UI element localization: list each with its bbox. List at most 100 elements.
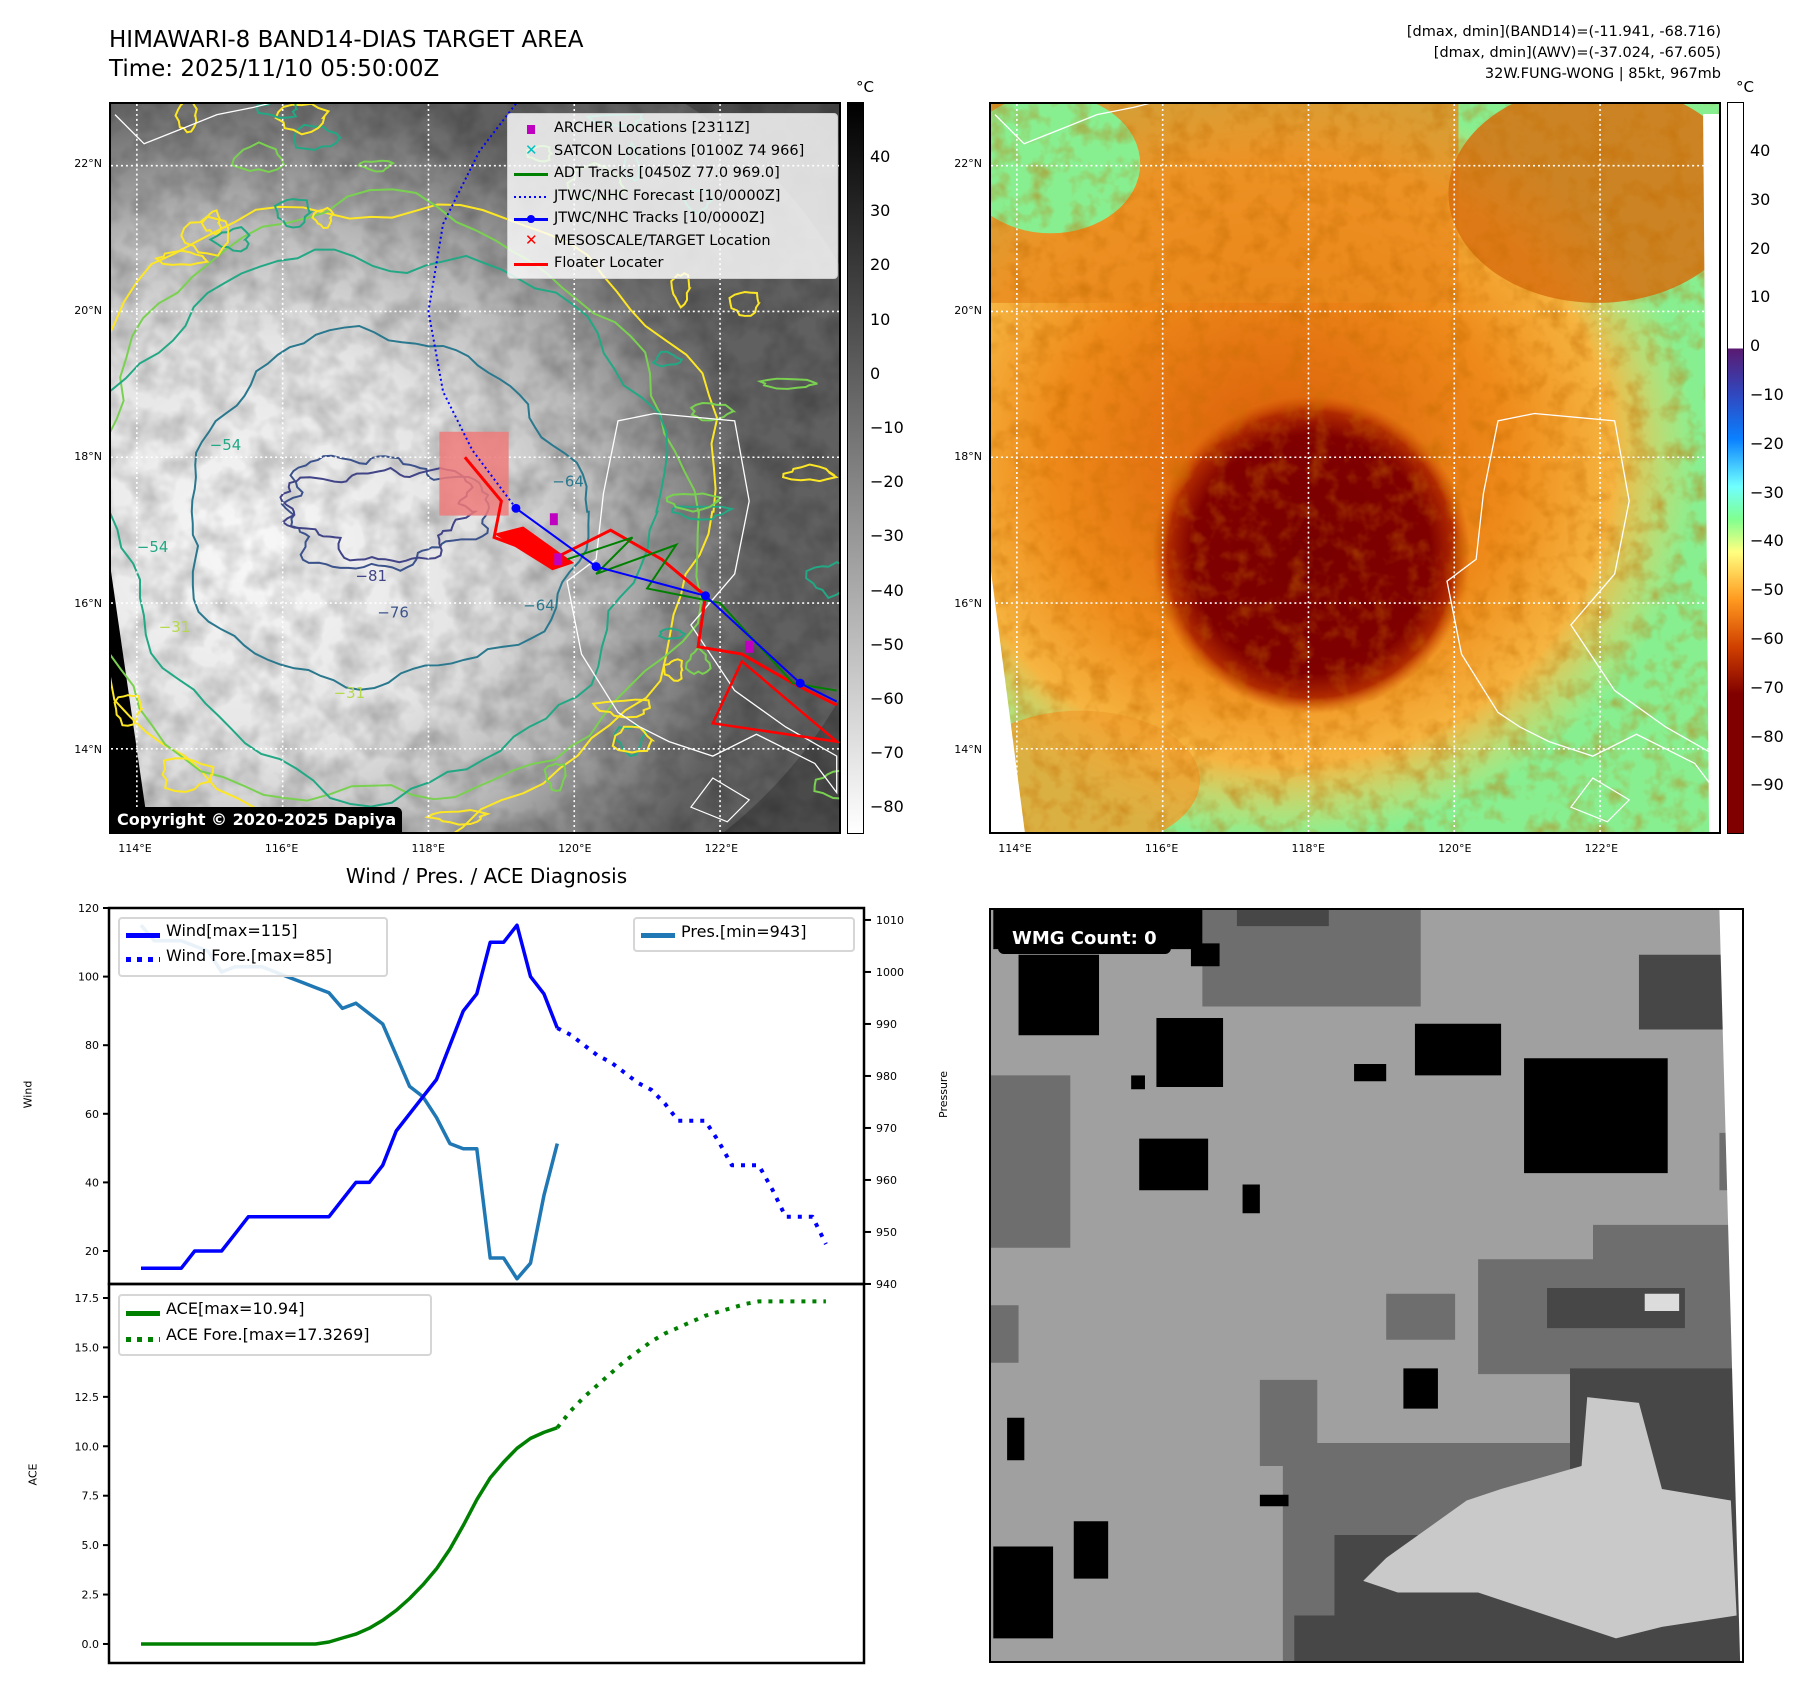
map-legend-label: JTWC/NHC Tracks [10/0000Z]: [554, 210, 765, 226]
archer-location-marker: [549, 513, 558, 526]
contour-label: −31: [159, 618, 190, 636]
contour-cell: [782, 463, 839, 483]
lon-tick-label: 120°E: [558, 842, 592, 855]
chart-title: Wind / Pres. / ACE Diagnosis: [345, 864, 628, 888]
band14-range-text: [dmax, dmin](BAND14)=(-11.941, -68.716): [1406, 24, 1721, 40]
wmg-medium-cell: [1259, 1379, 1318, 1467]
awv-colorbar-tick: 20: [1750, 238, 1771, 258]
ace-tick-label: 15.0: [75, 1341, 100, 1354]
wmg-black-cell: [1156, 1018, 1224, 1087]
map-legend-label: Floater Locater: [554, 255, 664, 271]
wmg-panel: WMG Count: 0: [989, 908, 1744, 1663]
ir-colorbar-tick: −20: [870, 472, 904, 492]
awv-range-text: [dmax, dmin](AWV)=(-37.024, -67.605): [1433, 45, 1721, 61]
map-legend-label: ARCHER Locations [2311Z]: [554, 120, 750, 136]
contour-cell: [208, 226, 251, 253]
no-data-region: [991, 571, 1025, 832]
chart-plot-area: 20 40 60 80 100 120 940 950 960 970 980 990 1000 1010…: [75, 902, 904, 1665]
contour-label: −81: [356, 567, 387, 585]
contour-cell: [728, 291, 761, 317]
lat-tick-label: 16°N: [74, 596, 102, 610]
contour-cell: [689, 402, 737, 422]
island-coastline: [1569, 777, 1631, 823]
wind-legend: Wind[max=115] Wind Fore.[max=85]: [118, 917, 388, 977]
map-legend-item: ✕ SATCON Locations [0100Z 74 966]: [508, 141, 837, 163]
no-data-region: [1719, 910, 1742, 1661]
contour-indigo: [279, 466, 479, 564]
ir-colorbar: [847, 102, 864, 834]
archer-location-marker: [554, 553, 563, 566]
ir-colorbar-tick: 30: [870, 201, 891, 221]
awv-colorbar-tick: −90: [1750, 775, 1784, 795]
ir-colorbar-tick: 0: [870, 363, 881, 383]
contour-cell: [230, 141, 286, 173]
pressure-line: [139, 924, 559, 1281]
awv-colorbar-tick: −40: [1750, 531, 1784, 551]
awv-colorbar-tick: 40: [1750, 141, 1771, 160]
wind-tick-label: 120: [78, 902, 99, 915]
pressure-legend-label: Pres.[min=943]: [681, 922, 807, 941]
wind-tick-label: 40: [85, 1176, 99, 1189]
wmg-medium-cell: [1202, 910, 1421, 1007]
wmg-black-cell: [1139, 1138, 1209, 1191]
wmg-light-region: [1363, 1397, 1737, 1639]
pressure-tick-label: 950: [876, 1226, 897, 1239]
ir-colorbar-unit: °C: [856, 78, 874, 96]
contour-green: [111, 248, 669, 808]
ace-legend-label: ACE[max=10.94]: [166, 1299, 305, 1318]
contour-cell: [273, 198, 314, 229]
wind-legend-swatch: [126, 933, 160, 938]
contour-cell: [161, 757, 215, 793]
jtwc-track-point: [700, 591, 710, 601]
ir-colorbar-tick: −10: [870, 418, 904, 437]
pressure-tick-label: 960: [876, 1174, 897, 1187]
map-legend-label: MESOSCALE/TARGET Location: [554, 232, 771, 249]
contour-label: −54: [210, 436, 241, 454]
ir-map-panel: −54 −54 −31 −31 −81 −76 −64 −64 ARCHER Location…: [109, 102, 841, 834]
contour-cell: [357, 159, 396, 173]
ace-tick-label: 17.5: [75, 1292, 100, 1305]
line-marker-icon: [514, 188, 548, 206]
wmg-light-cell: [1644, 1293, 1680, 1311]
jtwc-track-point: [795, 678, 805, 688]
pressure-tick-label: 990: [876, 1018, 897, 1031]
contour-cell: [684, 646, 712, 676]
wind-tick-label: 60: [85, 1108, 99, 1121]
awv-colorbar-tick: 0: [1750, 336, 1761, 356]
contour-cell: [180, 215, 230, 257]
jtwc-forecast-track: [427, 104, 517, 509]
lat-tick-label: 22°N: [954, 157, 982, 170]
wmg-dark-cell: [1638, 954, 1731, 1030]
lon-tick-label: 116°E: [264, 842, 299, 855]
awv-colorbar-tick: −30: [1750, 482, 1784, 502]
contour-teal: [190, 324, 590, 691]
wmg-dark-cell: [1236, 910, 1329, 927]
no-data-region: [1703, 113, 1719, 832]
pressure-tick-label: 1010: [876, 914, 904, 927]
adt-track: [566, 536, 837, 692]
ace-axes: [107, 1282, 866, 1665]
lon-tick-label: 122°E: [704, 842, 739, 855]
figure-time: Time: 2025/11/10 05:50:00Z: [109, 56, 440, 82]
map-legend: ARCHER Locations [2311Z] ✕ SATCON Location…: [507, 113, 838, 279]
wmg-black-cell: [1524, 1058, 1668, 1174]
ace-tick-label: 12.5: [75, 1391, 100, 1404]
wmg-black-cell: [1131, 1075, 1145, 1090]
wind-forecast-legend-label: Wind Fore.[max=85]: [166, 946, 332, 965]
wmg-medium-cell: [991, 1305, 1019, 1363]
ace-legend-swatch: [126, 1311, 160, 1316]
contour-cell: [311, 206, 335, 230]
map-legend-item: Floater Locater: [508, 253, 837, 275]
wmg-black-cell: [1414, 1023, 1502, 1076]
ir-colorbar-tick: 10: [870, 309, 891, 329]
awv-colorbar-tick: −50: [1750, 580, 1784, 600]
ace-tick-label: 0.0: [82, 1638, 100, 1651]
diagnosis-chart: Wind / Pres. / ACE Diagnosis 20 40 60 80 100…: [0, 860, 960, 1690]
contour-label: −31: [334, 684, 365, 702]
awv-colorbar-tick: −60: [1750, 629, 1784, 648]
floater-locater-cluster: [494, 526, 575, 571]
wind-tick-label: 80: [85, 1039, 99, 1052]
pressure-legend: Pres.[min=943]: [633, 917, 855, 952]
awv-colorbar-tick: −80: [1750, 726, 1784, 746]
lat-tick-label: 18°N: [954, 450, 982, 464]
